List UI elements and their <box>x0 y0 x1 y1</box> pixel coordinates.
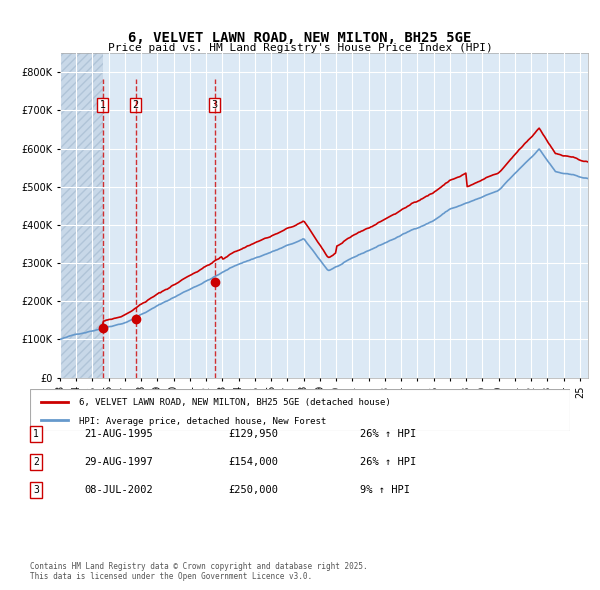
Text: 26% ↑ HPI: 26% ↑ HPI <box>360 429 416 438</box>
Text: 6, VELVET LAWN ROAD, NEW MILTON, BH25 5GE: 6, VELVET LAWN ROAD, NEW MILTON, BH25 5G… <box>128 31 472 45</box>
Text: 08-JUL-2002: 08-JUL-2002 <box>84 486 153 495</box>
Text: 21-AUG-1995: 21-AUG-1995 <box>84 429 153 438</box>
FancyBboxPatch shape <box>30 389 570 431</box>
Text: 2: 2 <box>33 457 39 467</box>
Text: £250,000: £250,000 <box>228 486 278 495</box>
Text: 26% ↑ HPI: 26% ↑ HPI <box>360 457 416 467</box>
Text: 29-AUG-1997: 29-AUG-1997 <box>84 457 153 467</box>
Text: 9% ↑ HPI: 9% ↑ HPI <box>360 486 410 495</box>
Text: 1: 1 <box>100 100 106 110</box>
Text: Price paid vs. HM Land Registry's House Price Index (HPI): Price paid vs. HM Land Registry's House … <box>107 44 493 53</box>
Text: HPI: Average price, detached house, New Forest: HPI: Average price, detached house, New … <box>79 417 326 426</box>
Text: £129,950: £129,950 <box>228 429 278 438</box>
Text: 2: 2 <box>133 100 139 110</box>
Bar <box>60 53 103 378</box>
Text: 3: 3 <box>33 486 39 495</box>
Text: £154,000: £154,000 <box>228 457 278 467</box>
Text: 3: 3 <box>212 100 218 110</box>
Text: Contains HM Land Registry data © Crown copyright and database right 2025.
This d: Contains HM Land Registry data © Crown c… <box>30 562 368 581</box>
Text: 1: 1 <box>33 429 39 438</box>
Text: 6, VELVET LAWN ROAD, NEW MILTON, BH25 5GE (detached house): 6, VELVET LAWN ROAD, NEW MILTON, BH25 5G… <box>79 398 391 407</box>
